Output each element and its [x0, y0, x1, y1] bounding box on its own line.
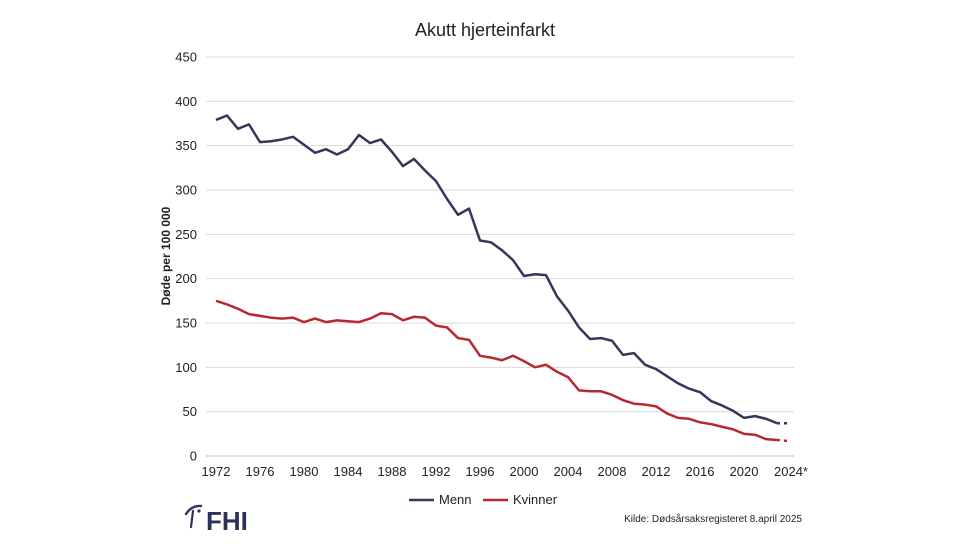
x-tick-label: 2016	[686, 464, 715, 479]
logo-dot-icon	[197, 509, 201, 513]
x-tick-label: 1992	[422, 464, 451, 479]
series-line-kvinner-provisional	[776, 438, 789, 443]
legend-label-kvinner: Kvinner	[513, 492, 558, 507]
y-tick-label: 350	[175, 138, 197, 153]
series-line-menn	[215, 114, 778, 425]
x-tick-label: 2020	[730, 464, 759, 479]
y-tick-label: 50	[183, 404, 197, 419]
logo-swoosh-icon	[184, 504, 203, 516]
x-tick-label: 1976	[246, 464, 275, 479]
x-tick-label: 1984	[334, 464, 363, 479]
logo-text: FHI	[206, 506, 248, 536]
source-note: Kilde: Dødsårsaksregisteret 8.april 2025	[624, 513, 802, 525]
y-tick-label: 450	[175, 50, 197, 65]
logo-stroke-icon	[189, 509, 195, 529]
chart-title: Akutt hjerteinfarkt	[415, 20, 555, 40]
x-tick-label: 2000	[510, 464, 539, 479]
y-tick-label: 100	[175, 360, 197, 375]
y-tick-label: 200	[175, 271, 197, 286]
legend: Menn Kvinner	[409, 492, 558, 507]
x-tick-label: 1988	[378, 464, 407, 479]
fhi-logo: FHI	[184, 504, 248, 536]
x-tick-label: 1996	[466, 464, 495, 479]
y-tick-label: 400	[175, 94, 197, 109]
y-tick-label: 150	[175, 316, 197, 331]
x-tick-label: 2012	[642, 464, 671, 479]
y-tick-label: 300	[175, 183, 197, 198]
x-tick-label: 1980	[290, 464, 319, 479]
y-tick-label: 250	[175, 227, 197, 242]
x-axis-ticks: 1972 1976 1980 1984 1988 1992 1996 2000 2004 2008…	[202, 464, 808, 479]
x-tick-label: 1972	[202, 464, 231, 479]
y-axis-label: Døde per 100 000	[159, 206, 173, 305]
y-axis-ticks: 0 50 100 150 200 250 300 350 400 450	[175, 50, 197, 464]
x-tick-label: 2008	[598, 464, 627, 479]
series-line-kvinner	[215, 299, 778, 442]
y-tick-label: 0	[190, 449, 197, 464]
x-tick-label: 2024*	[774, 464, 808, 479]
x-tick-label: 2004	[554, 464, 583, 479]
legend-label-menn: Menn	[439, 492, 472, 507]
series-lines	[215, 114, 789, 443]
